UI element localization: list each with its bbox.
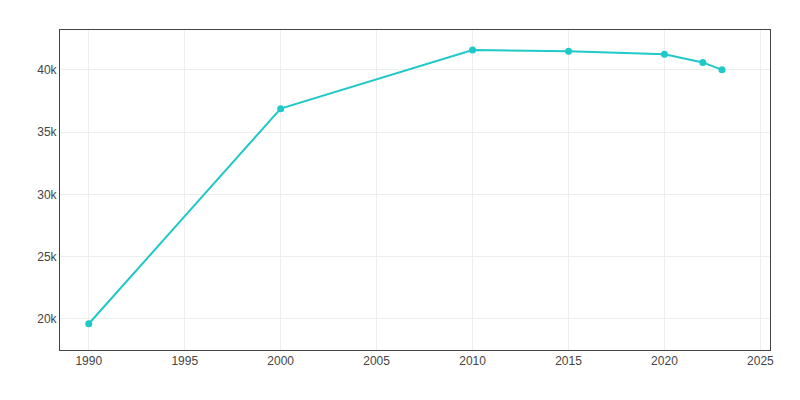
svg-text:2010: 2010 xyxy=(459,354,486,368)
svg-text:2025: 2025 xyxy=(747,354,774,368)
svg-text:2015: 2015 xyxy=(555,354,582,368)
svg-text:40k: 40k xyxy=(37,63,57,77)
svg-text:2005: 2005 xyxy=(363,354,390,368)
svg-text:2000: 2000 xyxy=(267,354,294,368)
svg-text:1990: 1990 xyxy=(75,354,102,368)
svg-text:35k: 35k xyxy=(37,125,57,139)
svg-text:20k: 20k xyxy=(37,312,57,326)
svg-text:25k: 25k xyxy=(37,250,57,264)
svg-text:2020: 2020 xyxy=(651,354,678,368)
svg-text:1995: 1995 xyxy=(171,354,198,368)
svg-text:30k: 30k xyxy=(37,188,57,202)
